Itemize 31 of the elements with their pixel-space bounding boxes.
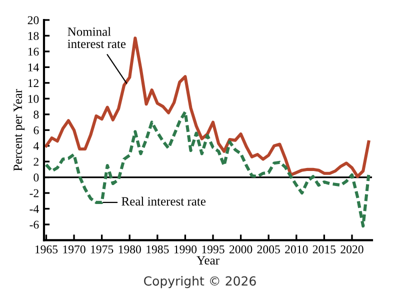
y-axis-title: Percent per Year xyxy=(14,89,25,171)
y-tick-label: -2 xyxy=(30,189,38,198)
x-tick-label: 1990 xyxy=(174,245,197,254)
x-tick-label: 1965 xyxy=(35,245,58,254)
y-tick-label: 2 xyxy=(34,158,38,166)
x-tick-label: 1970 xyxy=(63,245,86,254)
y-tick-label: -6 xyxy=(30,220,39,229)
x-tick-label: 1980 xyxy=(118,245,141,254)
x-tick-label: 2000 xyxy=(230,245,252,254)
x-tick-label: 2010 xyxy=(285,245,308,254)
y-tick-label: 4 xyxy=(33,142,39,150)
y-tick-label: -4 xyxy=(30,205,39,213)
y-tick-label: 10 xyxy=(28,94,39,103)
annotation: Real interest rate xyxy=(122,196,206,206)
y-tick-label: 12 xyxy=(28,79,38,88)
x-tick-label: 1975 xyxy=(91,245,114,254)
annotation: Nominal interest rate xyxy=(68,27,126,48)
x-tick-label: 2005 xyxy=(257,245,280,254)
x-tick-label: 2015 xyxy=(312,245,336,254)
x-tick-label: 1985 xyxy=(146,245,169,254)
y-tick-label: 20 xyxy=(28,16,39,24)
y-tick-label: 8 xyxy=(34,110,39,119)
x-axis-title: Year xyxy=(196,256,220,265)
y-tick-label: 18 xyxy=(28,32,39,40)
y-tick-label: 6 xyxy=(34,126,39,134)
y-tick-label: 14 xyxy=(28,63,39,72)
y-tick-label: 16 xyxy=(28,48,39,56)
x-tick-label: 1995 xyxy=(202,245,224,254)
y-tick-label: 0 xyxy=(34,174,39,182)
x-tick-label: 2020 xyxy=(340,245,364,254)
text: Copyright © 2026 xyxy=(144,276,256,288)
